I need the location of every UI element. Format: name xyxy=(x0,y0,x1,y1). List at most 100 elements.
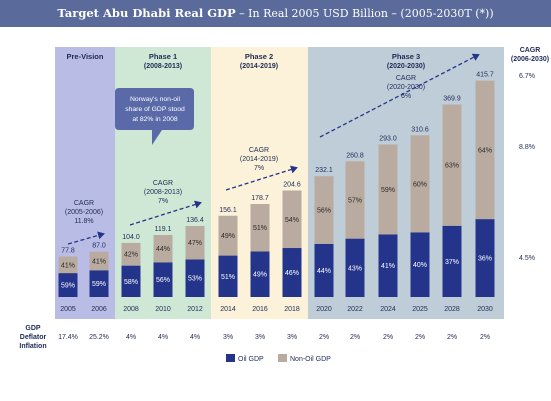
callout-text-2: at 82% in 2008 xyxy=(132,116,178,123)
cagr-arrow-1 xyxy=(129,200,202,226)
phase-header-0: Pre-Vision xyxy=(67,52,104,61)
non-oil-share-label-2028: 63% xyxy=(445,163,459,170)
chart-title-main: Target Abu Dhabi Real GDP xyxy=(57,6,236,20)
deflator-value-2022: 2% xyxy=(350,334,360,341)
deflator-value-2025: 2% xyxy=(415,334,425,341)
right-cagr-header: CAGR xyxy=(520,47,541,54)
oil-share-label-2005: 59% xyxy=(61,283,75,290)
bar-oil-2018 xyxy=(282,248,302,297)
deflator-value-2010: 4% xyxy=(158,334,168,341)
bar-oil-2012 xyxy=(185,259,205,297)
bar-non-oil-2006 xyxy=(89,251,109,271)
total-label-2018: 204.6 xyxy=(283,182,301,189)
legend-oil-label: Oil GDP xyxy=(238,356,264,363)
bar-oil-2024 xyxy=(378,234,398,297)
cagr-note-value-3: 6% xyxy=(401,93,411,100)
phase-years-1: (2008-2013) xyxy=(144,63,182,70)
bar-non-oil-2008 xyxy=(121,242,141,266)
deflator-value-2018: 3% xyxy=(287,334,297,341)
chart-title-subtitle: – In Real 2005 USD Billion – (2005-2030T… xyxy=(235,7,494,20)
bar-non-oil-2020 xyxy=(314,176,334,244)
right-cagr-total: 6.7% xyxy=(519,73,535,80)
phase-header-2: Phase 2 xyxy=(245,52,273,61)
deflator-value-2024: 2% xyxy=(383,334,393,341)
bar-oil-2005 xyxy=(58,273,78,297)
phase-years-3: (2020-2030) xyxy=(387,63,425,70)
bar-non-oil-2022 xyxy=(345,161,365,239)
deflator-value-2014: 3% xyxy=(223,334,233,341)
non-oil-share-label-2014: 49% xyxy=(221,233,235,240)
cagr-note-period-3: (2020-2030) xyxy=(387,84,425,91)
right-cagr-non-oil: 8.8% xyxy=(519,144,535,151)
cagr-note-label-0: CAGR xyxy=(74,200,94,207)
cagr-arrow-2 xyxy=(225,165,298,191)
cagr-note-label-1: CAGR xyxy=(153,180,173,187)
oil-share-label-2008: 58% xyxy=(124,279,138,286)
bar-oil-2020 xyxy=(314,243,334,297)
cagr-note-value-0: 11.8% xyxy=(74,218,93,225)
oil-share-label-2010: 56% xyxy=(156,277,170,284)
legend-oil-swatch xyxy=(226,354,235,362)
bar-oil-2025 xyxy=(410,232,430,297)
cagr-note-value-1: 7% xyxy=(158,198,168,205)
total-label-2024: 293.0 xyxy=(379,136,397,143)
non-oil-share-label-2016: 51% xyxy=(253,225,267,232)
oil-share-label-2025: 40% xyxy=(413,262,427,269)
total-label-2014: 156.1 xyxy=(219,207,237,214)
bar-non-oil-2025 xyxy=(410,135,430,233)
oil-share-label-2024: 41% xyxy=(381,263,395,270)
cagr-note-label-3: CAGR xyxy=(396,75,416,82)
right-cagr-period: (2006-2030) xyxy=(511,56,549,63)
x-tick-label-2005: 2005 xyxy=(60,306,76,313)
total-label-2020: 232.1 xyxy=(315,167,333,174)
non-oil-share-label-2010: 44% xyxy=(156,246,170,253)
x-tick-label-2006: 2006 xyxy=(91,306,107,313)
bar-non-oil-2028 xyxy=(442,104,462,226)
total-label-2028: 369.9 xyxy=(443,95,461,102)
cagr-note-period-2: (2014-2019) xyxy=(240,156,278,163)
phase-3-panel xyxy=(308,47,504,319)
total-label-2006: 87.0 xyxy=(92,243,106,250)
cagr-arrow-3 xyxy=(319,53,480,138)
legend-non-oil-label: Non-Oil GDP xyxy=(290,356,331,363)
phase-header-1: Phase 1 xyxy=(149,52,177,61)
non-oil-share-label-2030: 64% xyxy=(478,147,492,154)
cagr-note-label-2: CAGR xyxy=(249,147,269,154)
callout-bubble xyxy=(115,88,194,145)
x-tick-label-2016: 2016 xyxy=(252,306,268,313)
x-tick-label-2020: 2020 xyxy=(316,306,332,313)
bar-non-oil-2005 xyxy=(58,256,78,274)
x-tick-label-2024: 2024 xyxy=(380,306,396,313)
non-oil-share-label-2018: 54% xyxy=(285,217,299,224)
bar-non-oil-2018 xyxy=(282,190,302,249)
bar-non-oil-2016 xyxy=(250,203,270,252)
bar-oil-2008 xyxy=(121,265,141,297)
bar-oil-2006 xyxy=(89,270,109,297)
total-label-2022: 260.8 xyxy=(346,152,364,159)
right-cagr-oil: 4.5% xyxy=(519,255,535,262)
oil-share-label-2020: 44% xyxy=(317,268,331,275)
chart-title: Target Abu Dhabi Real GDP – In Real 2005… xyxy=(0,6,551,20)
bar-oil-2016 xyxy=(250,251,270,297)
legend-non-oil-swatch xyxy=(278,354,287,362)
phase-header-3: Phase 3 xyxy=(392,52,420,61)
bar-non-oil-2030 xyxy=(475,80,495,220)
deflator-value-2020: 2% xyxy=(319,334,329,341)
x-tick-label-2022: 2022 xyxy=(347,306,363,313)
non-oil-share-label-2024: 59% xyxy=(381,187,395,194)
bar-oil-2014 xyxy=(218,255,238,297)
bar-oil-2030 xyxy=(475,219,495,297)
cagr-note-period-0: (2005-2006) xyxy=(65,209,103,216)
total-label-2030: 415.7 xyxy=(476,72,494,79)
x-tick-label-2012: 2012 xyxy=(187,306,203,313)
x-tick-label-2010: 2010 xyxy=(155,306,171,313)
non-oil-share-label-2008: 42% xyxy=(124,252,138,259)
deflator-label-2: Inflation xyxy=(19,343,46,350)
non-oil-share-label-2025: 60% xyxy=(413,181,427,188)
total-label-2008: 104.0 xyxy=(122,234,140,241)
bar-non-oil-2014 xyxy=(218,215,238,256)
x-tick-label-2030: 2030 xyxy=(477,306,493,313)
bar-oil-2010 xyxy=(153,262,173,297)
